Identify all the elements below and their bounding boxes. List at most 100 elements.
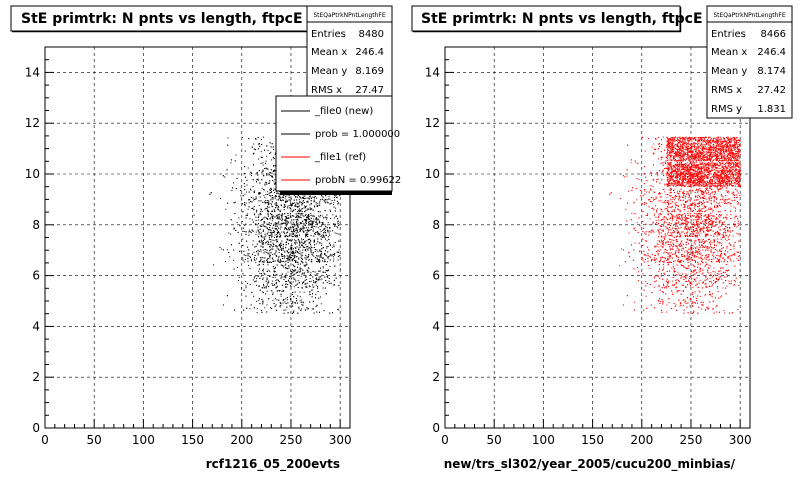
scatter-point bbox=[717, 227, 719, 229]
scatter-point bbox=[322, 234, 324, 236]
scatter-point bbox=[280, 277, 282, 279]
scatter-point bbox=[273, 268, 275, 269]
scatter-point bbox=[310, 280, 312, 282]
scatter-point bbox=[316, 258, 318, 260]
scatter-point bbox=[285, 267, 287, 269]
scatter-point bbox=[653, 215, 655, 217]
scatter-point bbox=[280, 304, 282, 306]
scatter-point bbox=[270, 169, 272, 171]
scatter-point bbox=[692, 254, 693, 256]
scatter-point bbox=[276, 229, 278, 231]
scatter-point bbox=[329, 203, 331, 205]
scatter-point bbox=[264, 184, 266, 186]
scatter-point bbox=[682, 203, 684, 205]
scatter-point bbox=[310, 227, 312, 228]
scatter-point bbox=[294, 234, 296, 236]
scatter-point bbox=[291, 247, 293, 248]
scatter-point bbox=[306, 209, 308, 211]
scatter-point bbox=[282, 243, 284, 245]
scatter-point bbox=[275, 280, 277, 281]
scatter-point bbox=[293, 252, 295, 254]
scatter-point bbox=[269, 256, 271, 258]
scatter-point bbox=[663, 244, 665, 246]
scatter-point bbox=[279, 245, 281, 247]
scatter-point bbox=[260, 239, 262, 241]
scatter-point bbox=[267, 244, 269, 245]
y-tick-label: 14 bbox=[25, 65, 40, 79]
scatter-point bbox=[317, 279, 319, 281]
scatter-point bbox=[275, 283, 277, 285]
scatter-point bbox=[683, 217, 685, 219]
scatter-point bbox=[271, 257, 273, 259]
scatter-point bbox=[698, 218, 700, 220]
legend-entry-2: _file1 (ref) bbox=[314, 152, 366, 163]
scatter-point bbox=[689, 236, 691, 237]
scatter-point bbox=[294, 252, 296, 254]
scatter-point bbox=[676, 218, 678, 220]
scatter-point bbox=[236, 178, 238, 179]
scatter-point bbox=[273, 253, 275, 255]
scatter-point bbox=[288, 239, 290, 241]
scatter-point bbox=[293, 257, 295, 259]
scatter-point bbox=[274, 271, 276, 273]
scatter-point bbox=[264, 273, 266, 275]
scatter-point bbox=[288, 217, 290, 219]
scatter-point bbox=[303, 200, 304, 202]
scatter-point bbox=[680, 241, 682, 242]
scatter-point bbox=[266, 200, 268, 202]
scatter-point bbox=[280, 253, 282, 255]
scatter-point bbox=[273, 271, 275, 273]
scatter-point bbox=[292, 252, 293, 254]
scatter-point bbox=[301, 238, 303, 240]
scatter-point bbox=[279, 228, 281, 230]
scatter-point bbox=[256, 258, 257, 260]
scatter-point bbox=[258, 241, 260, 243]
scatter-point bbox=[308, 238, 310, 240]
scatter-point bbox=[305, 275, 307, 277]
scatter-point bbox=[276, 225, 278, 227]
y-tick-label: 6 bbox=[32, 269, 40, 283]
scatter-point bbox=[654, 205, 656, 207]
scatter-point bbox=[655, 261, 657, 263]
scatter-point bbox=[708, 272, 710, 274]
scatter-point bbox=[252, 179, 254, 181]
scatter-point bbox=[266, 290, 268, 292]
scatter-point bbox=[251, 146, 253, 148]
scatter-point bbox=[287, 312, 289, 314]
scatter-point bbox=[338, 285, 340, 287]
scatter-point bbox=[286, 267, 288, 269]
scatter-point bbox=[256, 312, 258, 313]
scatter-point bbox=[274, 222, 276, 224]
scatter-point bbox=[266, 271, 268, 272]
scatter-point bbox=[280, 222, 282, 224]
scatter-point bbox=[275, 304, 277, 306]
scatter-point bbox=[272, 215, 274, 217]
scatter-point bbox=[323, 236, 325, 238]
scatter-point bbox=[700, 252, 702, 254]
scatter-point bbox=[266, 145, 268, 147]
scatter-point bbox=[261, 144, 263, 145]
scatter-point bbox=[257, 178, 259, 180]
scatter-point bbox=[287, 200, 289, 202]
scatter-point bbox=[663, 272, 665, 274]
scatter-point bbox=[291, 252, 293, 254]
scatter-point bbox=[256, 308, 258, 310]
scatter-point bbox=[295, 209, 296, 210]
scatter-point bbox=[302, 220, 304, 222]
scatter-point bbox=[316, 249, 318, 251]
scatter-point bbox=[679, 261, 681, 263]
scatter-point bbox=[322, 287, 324, 289]
scatter-point bbox=[271, 290, 273, 292]
scatter-point bbox=[290, 273, 292, 275]
scatter-point bbox=[262, 261, 264, 262]
scatter-point bbox=[306, 286, 308, 288]
scatter-point bbox=[286, 235, 288, 237]
scatter-point bbox=[276, 264, 278, 266]
scatter-point bbox=[677, 260, 678, 262]
scatter-point bbox=[262, 169, 264, 171]
scatter-point bbox=[310, 235, 312, 236]
scatter-point bbox=[255, 280, 257, 282]
scatter-point bbox=[299, 269, 301, 270]
scatter-point bbox=[707, 278, 709, 280]
scatter-point bbox=[266, 210, 268, 212]
